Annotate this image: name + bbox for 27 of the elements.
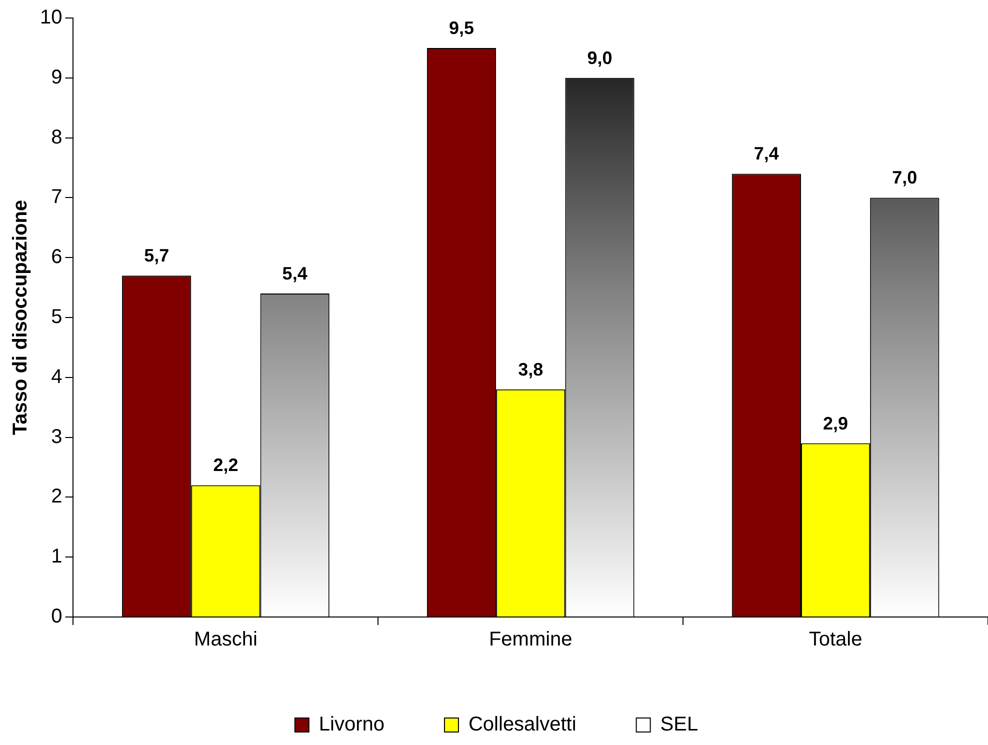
y-tick-label: 2 xyxy=(51,486,62,508)
y-axis-title: Tasso di disoccupazione xyxy=(10,200,32,436)
data-label: 7,4 xyxy=(754,144,779,164)
y-tick-label: 8 xyxy=(51,126,62,148)
data-label: 5,7 xyxy=(144,246,170,266)
y-tick-label: 1 xyxy=(51,546,62,568)
legend-label: Collesalvetti xyxy=(468,714,576,736)
data-label: 9,5 xyxy=(448,18,474,38)
x-tick-label: Maschi xyxy=(194,628,258,651)
y-tick-label: 0 xyxy=(51,606,62,628)
data-label: 2,2 xyxy=(213,455,238,476)
y-tick-label: 7 xyxy=(51,186,62,208)
y-tick-label: 3 xyxy=(51,426,62,448)
legend-label: SEL xyxy=(660,714,698,736)
x-tick-label: Totale xyxy=(808,628,862,651)
legend-label: Livorno xyxy=(318,714,384,736)
data-label: 5,4 xyxy=(282,264,308,284)
data-label: 3,8 xyxy=(518,359,544,380)
y-tick-label: 5 xyxy=(51,306,62,328)
y-tick-label: 10 xyxy=(40,6,62,29)
x-tick-label: Femmine xyxy=(488,628,572,651)
y-tick-label: 6 xyxy=(51,246,62,268)
data-label: 9,0 xyxy=(587,48,612,68)
y-tick-label: 9 xyxy=(51,66,62,88)
y-tick-label: 4 xyxy=(51,366,62,388)
data-label: 7,0 xyxy=(892,168,918,188)
data-label: 2,9 xyxy=(823,413,848,434)
